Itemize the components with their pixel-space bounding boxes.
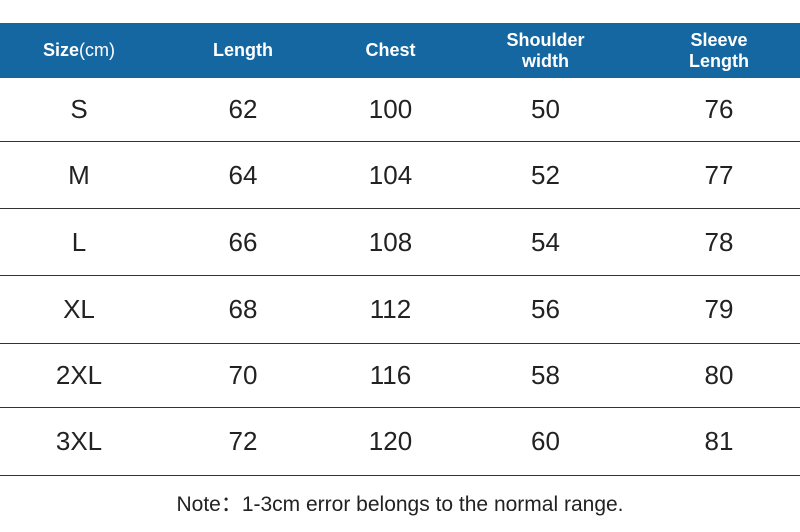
table-row: 3XL 72 120 60 81 <box>0 408 800 476</box>
header-chest: Chest <box>365 40 416 60</box>
cell-size: 3XL <box>55 426 103 456</box>
cell-shoulder-width: 52 <box>531 159 560 190</box>
header-sleeve-length: Sleeve Length <box>689 29 749 71</box>
cell-length: 68 <box>228 294 258 324</box>
cell-size: S <box>70 94 88 124</box>
cell-shoulder-width: 50 <box>531 94 560 124</box>
cell-shoulder-width: 54 <box>531 226 560 257</box>
cell-chest: 104 <box>368 159 413 190</box>
table-row: L 66 108 54 78 <box>0 209 800 276</box>
header-shoulder-width: Shoulder width <box>506 29 585 71</box>
cell-sleeve-length: 76 <box>704 94 734 124</box>
cell-chest: 100 <box>368 94 413 124</box>
cell-length: 70 <box>228 360 258 390</box>
cell-chest: 108 <box>368 226 413 257</box>
cell-sleeve-length: 81 <box>704 426 734 456</box>
cell-sleeve-length: 77 <box>704 159 734 190</box>
cell-chest: 112 <box>369 294 412 324</box>
size-chart-table: Size (cm) Length Chest Shoulder width Sle… <box>0 23 800 476</box>
cell-size: XL <box>63 294 95 324</box>
cell-size: 2XL <box>55 360 103 390</box>
header-length: Length <box>213 40 273 60</box>
cell-length: 62 <box>228 94 258 124</box>
header-size: Size (cm) <box>0 23 158 78</box>
cell-size: M <box>68 159 90 190</box>
cell-chest: 116 <box>369 360 412 390</box>
cell-sleeve-length: 78 <box>704 226 734 257</box>
cell-size: L <box>71 226 87 257</box>
cell-shoulder-width: 56 <box>531 294 560 324</box>
cell-shoulder-width: 58 <box>531 360 560 390</box>
header-size-unit: (cm) <box>79 40 115 60</box>
cell-sleeve-length: 79 <box>704 294 734 324</box>
cell-sleeve-length: 80 <box>704 360 734 390</box>
table-header-row: Size (cm) Length Chest Shoulder width Sle… <box>0 23 800 78</box>
cell-length: 66 <box>228 226 258 257</box>
table-row: S 62 100 50 76 <box>0 78 800 142</box>
table-row: 2XL 70 116 58 80 <box>0 344 800 408</box>
table-row: M 64 104 52 77 <box>0 142 800 209</box>
cell-shoulder-width: 60 <box>531 426 560 456</box>
cell-length: 64 <box>228 159 258 190</box>
cell-chest: 120 <box>368 426 413 456</box>
size-note: Note：1-3cm error belongs to the normal r… <box>176 493 624 516</box>
cell-length: 72 <box>228 426 258 456</box>
table-row: XL 68 112 56 79 <box>0 276 800 344</box>
header-size-label: Size <box>42 40 80 60</box>
